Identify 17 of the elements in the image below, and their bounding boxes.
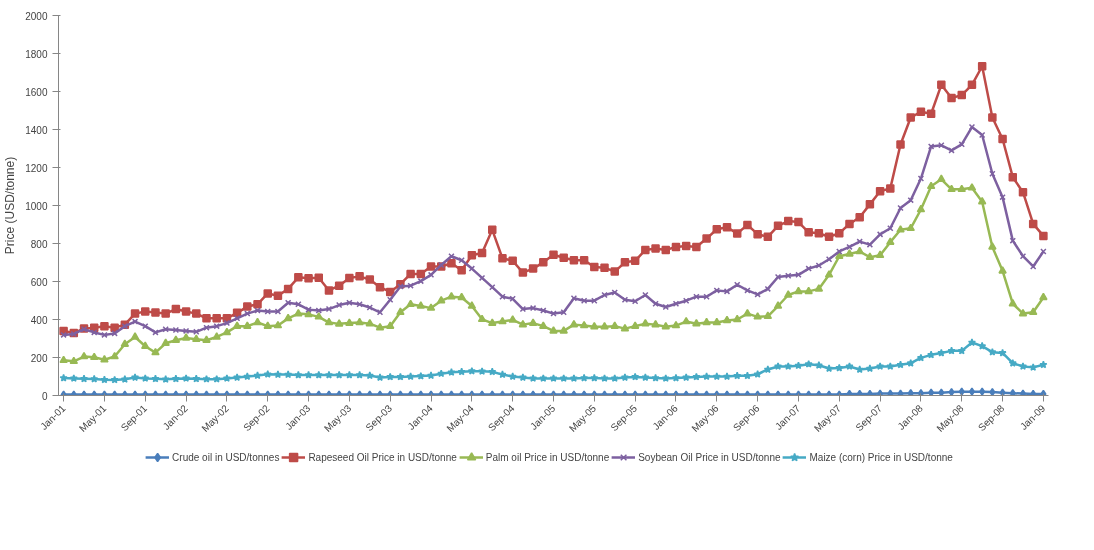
y-tick-label: 1600 bbox=[25, 86, 48, 98]
y-tick-label: 0 bbox=[41, 390, 48, 402]
y-tick-label: 1200 bbox=[25, 162, 48, 174]
y-tick-label: 2000 bbox=[25, 10, 48, 22]
legend-label: Soybean Oil Price in USD/tonne bbox=[638, 451, 781, 463]
legend-label: Palm oil Price in USD/tonne bbox=[485, 451, 610, 463]
legend-label: Rapeseed Oil Price in USD/tonne bbox=[308, 451, 457, 463]
y-axis-title: Price (USD/tonne) bbox=[3, 156, 18, 255]
legend-label: Maize (corn) Price in USD/tonne bbox=[809, 451, 953, 463]
y-tick-label: 800 bbox=[30, 238, 48, 250]
y-tick-label: 200 bbox=[30, 352, 48, 364]
y-tick-label: 1400 bbox=[25, 124, 48, 136]
legend-label: Crude oil in USD/tonnes bbox=[172, 451, 280, 463]
y-tick-label: 1000 bbox=[25, 200, 48, 212]
y-tick-label: 400 bbox=[30, 314, 48, 326]
y-tick-label: 600 bbox=[30, 276, 48, 288]
y-tick-label: 1800 bbox=[25, 48, 48, 60]
